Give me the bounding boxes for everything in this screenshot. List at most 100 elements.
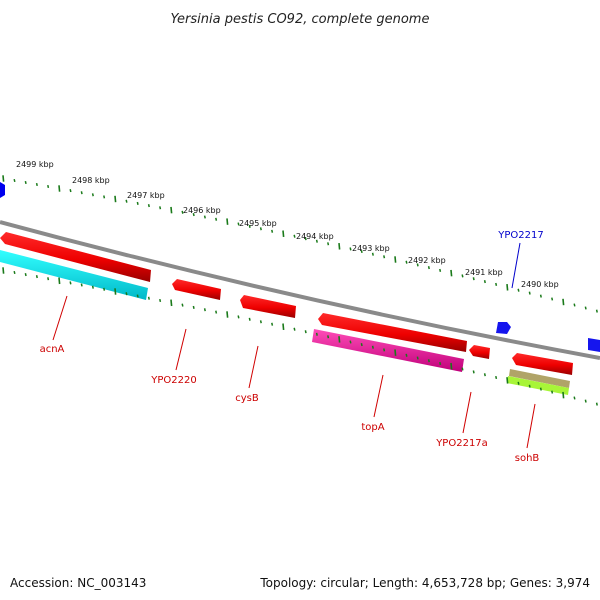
ruler-minor-tick — [259, 320, 262, 324]
ruler-major-tick — [2, 267, 5, 274]
ruler-minor-tick — [181, 303, 184, 307]
ruler-minor-tick — [13, 270, 16, 275]
ruler-major-tick — [450, 269, 453, 277]
ruler-minor-tick — [360, 343, 363, 347]
gene-YPO2220[interactable] — [172, 279, 221, 300]
ruler-minor-tick — [427, 359, 430, 363]
gene-sohB[interactable] — [512, 353, 573, 375]
ruler-minor-tick — [371, 345, 374, 349]
gene-cysB[interactable] — [240, 295, 296, 318]
ruler-minor-tick — [472, 277, 475, 281]
ruler-minor-tick — [47, 184, 50, 189]
ruler-minor-tick — [103, 287, 106, 291]
ruler-minor-tick — [327, 335, 330, 339]
gene-label-cysB[interactable]: cysB — [235, 393, 259, 404]
ruler-major-tick — [114, 195, 117, 203]
ruler-minor-tick — [461, 274, 464, 278]
gene-labels: acnA YPO2220 cysB topA YPO2217a sohB YPO… — [40, 230, 544, 464]
ruler-minor-tick — [405, 353, 408, 357]
gene-label-acnA[interactable]: acnA — [40, 344, 65, 355]
ruler-minor-tick — [125, 199, 128, 203]
ruler-minor-tick — [35, 182, 38, 187]
ruler-minor-tick — [495, 375, 498, 380]
ruler-minor-tick — [483, 373, 486, 377]
reverse-gene[interactable] — [496, 322, 511, 334]
ruler-minor-tick — [315, 239, 318, 243]
ruler-minor-tick — [573, 303, 576, 307]
topology-text: Topology: circular; Length: 4,653,728 bp… — [259, 576, 590, 590]
ruler-minor-tick — [584, 399, 587, 403]
ruler-major-tick — [338, 243, 341, 250]
ruler-minor-tick — [181, 210, 184, 214]
genome-backbone — [0, 220, 600, 360]
leader-sohB — [526, 403, 536, 449]
ruler-major-tick — [562, 391, 565, 399]
reverse-gene[interactable] — [0, 182, 5, 198]
ruler-major-tick — [282, 323, 285, 330]
ruler-minor-tick — [136, 201, 139, 205]
ruler-major-tick — [506, 377, 509, 384]
ruler-minor-tick — [517, 381, 520, 385]
magenta-feature-track[interactable] — [312, 329, 464, 372]
gene-label-YPO2217a[interactable]: YPO2217a — [435, 438, 488, 449]
gene-acnA[interactable] — [0, 232, 151, 282]
ruler-minor-tick — [259, 227, 262, 231]
leader-acnA — [52, 295, 68, 341]
ruler-minor-tick — [237, 315, 240, 319]
ruler-minor-tick — [192, 305, 195, 309]
gene-label-sohB[interactable]: sohB — [515, 453, 540, 464]
ruler-major-tick — [170, 206, 173, 214]
ruler-minor-tick — [147, 204, 150, 208]
ruler-minor-tick — [383, 255, 386, 259]
ruler-minor-tick — [91, 285, 94, 289]
ruler-minor-tick — [551, 297, 554, 301]
ruler-minor-tick — [528, 291, 531, 295]
gene-label-YPO2217[interactable]: YPO2217 — [497, 230, 543, 241]
ruler-minor-tick — [248, 317, 251, 321]
ruler-minor-tick — [159, 206, 162, 210]
ruler-minor-tick — [383, 348, 386, 352]
ruler-minor-tick — [539, 387, 542, 391]
ruler-minor-tick — [483, 280, 486, 284]
kbp-labels: 2499 kbp 2498 kbp 2497 kbp 2496 kbp 2495… — [16, 160, 559, 289]
ruler-minor-tick — [24, 180, 27, 185]
ruler-minor-tick — [517, 288, 520, 292]
ruler-major-tick — [114, 288, 117, 295]
ruler-label: 2493 kbp — [352, 244, 390, 253]
olive-feature-track[interactable] — [509, 369, 570, 388]
ruler-minor-tick — [69, 189, 72, 193]
cyan-feature-track[interactable] — [0, 250, 148, 300]
gene-leaders — [52, 242, 536, 449]
ruler-minor-tick — [439, 268, 442, 272]
accession-text: Accession: NC_003143 — [10, 576, 146, 590]
ruler-major-tick — [58, 277, 61, 285]
ruler-minor-tick — [293, 327, 296, 331]
ruler-label: 2494 kbp — [296, 232, 334, 241]
ruler-major-tick — [394, 256, 397, 263]
ruler-major-tick — [338, 336, 341, 343]
ruler-minor-tick — [472, 370, 475, 374]
reverse-gene[interactable] — [588, 338, 600, 352]
ruler-minor-tick — [248, 224, 251, 228]
ruler-minor-tick — [69, 281, 72, 285]
ruler-label: 2498 kbp — [72, 176, 110, 185]
ruler-label: 2490 kbp — [521, 280, 559, 289]
ruler-minor-tick — [416, 356, 419, 360]
ruler-minor-tick — [159, 298, 162, 303]
gene-YPO2217a[interactable] — [469, 345, 490, 359]
ruler-minor-tick — [461, 367, 464, 371]
gene-label-topA[interactable]: topA — [361, 422, 384, 433]
lime-feature-track[interactable] — [507, 376, 569, 395]
gene-label-YPO2220[interactable]: YPO2220 — [150, 375, 196, 386]
ruler-major-tick — [2, 175, 5, 182]
ruler-label: 2491 kbp — [465, 268, 503, 277]
ruler-minor-tick — [47, 277, 50, 281]
ruler-minor-tick — [203, 308, 206, 312]
ruler-label: 2497 kbp — [127, 191, 165, 200]
ruler-minor-tick — [360, 249, 363, 254]
ruler-minor-tick — [147, 296, 150, 300]
gene-topA[interactable] — [318, 313, 467, 352]
ruler-minor-tick — [405, 260, 408, 264]
ruler-major-tick — [506, 284, 509, 291]
